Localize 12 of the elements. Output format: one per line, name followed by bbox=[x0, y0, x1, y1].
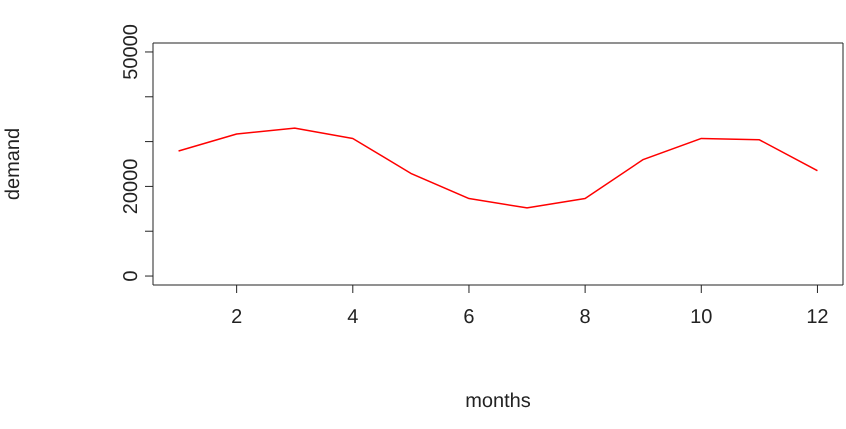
x-tick-label: 8 bbox=[580, 306, 591, 328]
x-tick-label: 4 bbox=[347, 306, 358, 328]
x-tick-label: 2 bbox=[231, 306, 242, 328]
x-tick-label: 6 bbox=[463, 306, 475, 328]
x-axis-title: months bbox=[465, 390, 531, 412]
x-tick-label: 12 bbox=[806, 306, 829, 328]
line-series bbox=[178, 127, 818, 209]
y-tick-label: 20000 bbox=[120, 158, 142, 214]
y-tick-label: 50000 bbox=[120, 24, 142, 80]
y-axis-title: demand bbox=[2, 128, 24, 200]
y-tick-label: 0 bbox=[120, 270, 142, 282]
x-tick-label: 10 bbox=[690, 306, 712, 328]
